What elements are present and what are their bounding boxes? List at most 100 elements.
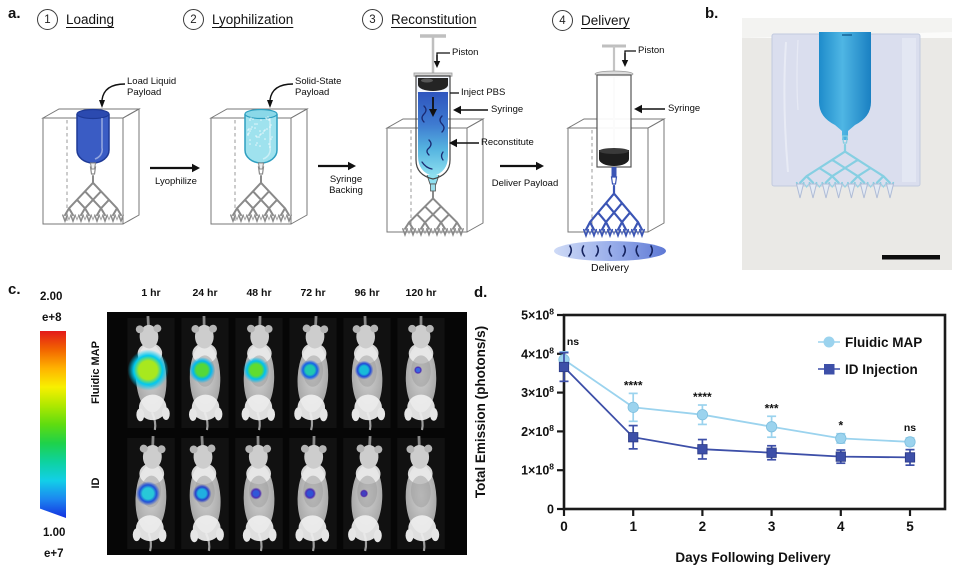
mouse-image-id-2 <box>232 435 286 558</box>
svg-text:3: 3 <box>768 519 776 534</box>
photo-reservoir <box>819 32 871 140</box>
mouse-image-id-5 <box>394 435 448 558</box>
syringe-step4 <box>594 44 634 177</box>
device-photo-graphic <box>742 18 952 270</box>
scale-bar <box>882 255 940 260</box>
piston3-pointer <box>433 52 450 68</box>
svg-text:3×108: 3×108 <box>521 384 554 400</box>
svg-text:4: 4 <box>837 519 845 534</box>
syringe4-pointer <box>634 104 665 114</box>
step-header-reconstitution: 3 Reconstitution <box>362 9 477 30</box>
reconstitute-squiggles <box>421 105 445 170</box>
device-photo <box>742 18 952 270</box>
mouse-image-id-1 <box>178 436 232 558</box>
colorbar-min-exp: e+7 <box>44 548 64 560</box>
step-number-4: 4 <box>552 10 573 31</box>
syringe-label-step3: Syringe <box>491 104 524 115</box>
panel-a-schematic <box>41 34 666 261</box>
significance-day5: ns <box>904 422 916 434</box>
inject-pbs-label: Inject PBS <box>461 87 506 98</box>
timepoint-24hr: 24 hr <box>192 287 218 299</box>
mouse-image-id-4 <box>340 436 394 558</box>
svg-text:2×108: 2×108 <box>521 423 554 439</box>
svg-text:4×108: 4×108 <box>521 345 554 361</box>
syringe-backing-arrow <box>318 161 356 171</box>
step-title-loading: Loading <box>66 12 115 27</box>
row-label-fluidic-map: Fluidic MAP <box>90 341 102 404</box>
colorbar-max-value: 2.00 <box>40 291 63 303</box>
legend-fluidic-map: Fluidic MAP <box>845 335 922 350</box>
panel-c-label: c. <box>8 281 21 298</box>
deliver-payload-arrow-label: Deliver Payload <box>491 178 559 189</box>
svg-text:5×108: 5×108 <box>521 307 554 323</box>
delivery-caption: Delivery <box>591 262 629 274</box>
panel-a-label: a. <box>8 5 21 22</box>
mouse-image-fluidic-map-0 <box>124 316 178 437</box>
bioluminescence-image-panel <box>107 312 467 555</box>
svg-text:1×108: 1×108 <box>521 462 554 478</box>
channel-tree-step1 <box>62 166 124 224</box>
step-header-lyophilization: 2 Lyophilization <box>183 9 293 30</box>
piston4-pointer <box>621 50 636 67</box>
syringe-backing-arrow-label: Syringe Backing <box>329 174 363 197</box>
load-payload-pointer <box>99 83 126 108</box>
mouse-image-fluidic-map-3 <box>286 316 340 437</box>
timepoint-120hr: 120 hr <box>405 287 437 299</box>
reconstitute-label: Reconstitute <box>481 137 534 148</box>
lyophilize-arrow <box>150 163 200 173</box>
mouse-image-fluidic-map-1 <box>178 315 232 437</box>
step-number-1: 1 <box>37 9 58 30</box>
chart-plot: 0 1×108 2×108 3×108 4×108 5×108 0 1 2 3 4 5 Total Em… <box>473 307 947 565</box>
channel-tree-step4 <box>582 176 646 239</box>
syringe3-pointer <box>453 105 488 115</box>
y-axis-title: Total Emission (photons/s) <box>473 326 488 498</box>
mouse-image-fluidic-map-5 <box>394 316 448 437</box>
piston-label-step4: Piston <box>638 45 665 56</box>
channel-tree-step2 <box>230 166 292 224</box>
solid-payload-label: Solid-State Payload <box>295 76 342 99</box>
svg-text:0: 0 <box>547 503 554 517</box>
solid-state-payload <box>244 108 278 170</box>
colorbar-max-exp: e+8 <box>42 312 62 324</box>
step-header-loading: 1 Loading <box>37 9 114 30</box>
panel-d-label: d. <box>474 284 488 301</box>
colorbar-min-value: 1.00 <box>43 527 66 539</box>
mouse-image-fluidic-map-4 <box>340 315 394 437</box>
load-payload-label: Load Liquid Payload <box>127 76 177 99</box>
chart-legend: Fluidic MAP ID Injection <box>818 335 922 377</box>
timepoint-72hr: 72 hr <box>300 287 326 299</box>
x-axis-title: Days Following Delivery <box>675 550 831 565</box>
step-title-lyophilization: Lyophilization <box>212 12 294 27</box>
row-label-id: ID <box>90 477 102 489</box>
step-number-3: 3 <box>362 9 383 30</box>
step-title-reconstitution: Reconstitution <box>391 12 477 27</box>
reconstitute-pointer <box>449 138 479 148</box>
piston-label-step3: Piston <box>452 47 479 58</box>
solid-payload-pointer <box>267 83 294 108</box>
syringe-step3 <box>413 34 453 192</box>
panel-b-label: b. <box>705 5 719 22</box>
timepoint-96hr: 96 hr <box>354 287 380 299</box>
legend-id-injection: ID Injection <box>845 362 918 377</box>
svg-text:1: 1 <box>629 519 637 534</box>
significance-day1: **** <box>624 378 643 392</box>
step-number-2: 2 <box>183 9 204 30</box>
colorbar <box>40 331 66 518</box>
step-header-delivery: 4 Delivery <box>552 10 630 31</box>
liquid-payload <box>76 108 110 170</box>
syringe-label-step4: Syringe <box>668 103 701 114</box>
deliver-payload-arrow <box>500 161 544 171</box>
series-id-injection <box>558 351 916 467</box>
significance-day0: ns <box>567 336 579 348</box>
mouse-image-id-0 <box>124 435 178 558</box>
timepoint-48hr: 48 hr <box>246 287 272 299</box>
svg-text:0: 0 <box>560 519 568 534</box>
svg-text:5: 5 <box>906 519 914 534</box>
significance-day4: * <box>838 419 843 433</box>
lyophilize-arrow-label: Lyophilize <box>155 176 197 187</box>
mouse-image-id-3 <box>286 435 340 558</box>
step-title-delivery: Delivery <box>581 13 630 28</box>
emission-line-chart: 0 1×108 2×108 3×108 4×108 5×108 0 1 2 3 4 5 Total Em… <box>473 307 947 565</box>
significance-day2: **** <box>693 390 712 404</box>
